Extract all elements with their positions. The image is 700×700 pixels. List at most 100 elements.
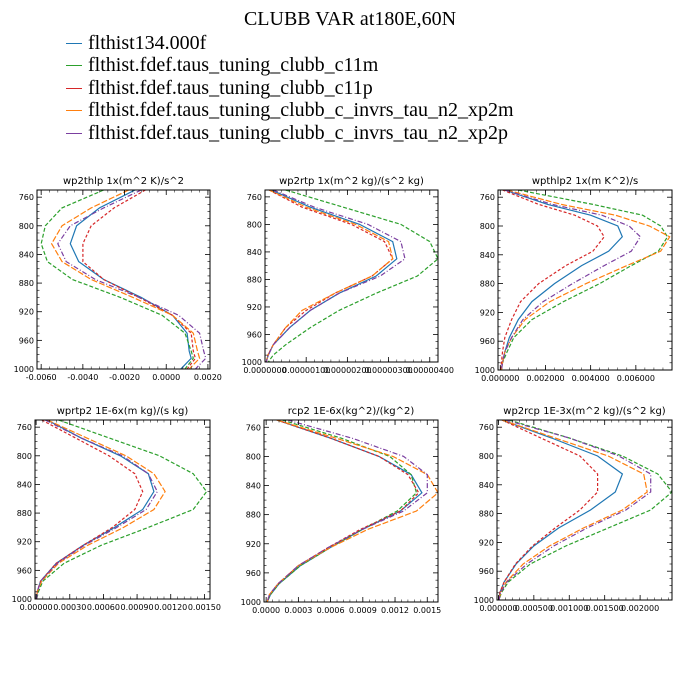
y-tick-label: 920 [479, 538, 494, 547]
y-tick-label: 880 [247, 275, 262, 284]
y-tick-label: 760 [480, 193, 495, 202]
series-line [265, 190, 406, 362]
y-tick-label: 760 [247, 193, 262, 202]
legend-item: flthist.fdef.taus_tuning_clubb_c11p [66, 77, 514, 100]
series-line [498, 420, 599, 600]
series-line [82, 190, 197, 369]
x-tick-label: 0.00000400 [406, 366, 454, 375]
y-tick-label: 1000 [241, 598, 261, 607]
panel-title: wp2thlp 1x(m^2 K)/s^2 [63, 176, 184, 187]
series-line [266, 420, 423, 602]
x-tick-label: 0.0006 [317, 606, 345, 615]
legend-line-swatch [66, 42, 82, 44]
x-tick-label: 0.00030 [53, 603, 86, 612]
x-tick-label: 0.002000 [526, 374, 564, 383]
legend-label: flthist134.000f [88, 31, 207, 54]
panel-title: wp2rcp 1E-3x(m^2 kg)/(s^2 kg) [503, 406, 666, 417]
y-tick-label: 840 [479, 481, 494, 490]
legend-label: flthist.fdef.taus_tuning_clubb_c_invrs_t… [88, 99, 514, 122]
plot-frame [264, 189, 439, 363]
panel: wp2thlp 1x(m^2 K)/s^2 760 800 840 880 920 960 1… [14, 176, 222, 382]
y-tick-label: 960 [247, 330, 262, 339]
y-tick-label: 1000 [475, 366, 495, 375]
y-tick-label: 880 [479, 510, 494, 519]
x-tick-label: 0.00000 [20, 603, 53, 612]
series-line [498, 420, 648, 600]
plot-frame [263, 419, 439, 603]
x-tick-label: 0.00090 [121, 603, 154, 612]
y-tick-label: 880 [19, 279, 34, 288]
x-tick-label: 0.00060 [87, 603, 120, 612]
legend-item: flthist.fdef.taus_tuning_clubb_c11m [66, 54, 514, 78]
y-tick-label: 840 [17, 480, 32, 489]
y-tick-label: 960 [246, 569, 261, 578]
y-tick-label: 920 [246, 540, 261, 549]
series-line [57, 190, 207, 369]
x-tick-label: 0.0020 [194, 373, 222, 382]
legend-line-swatch [66, 110, 82, 112]
plot-frame [36, 189, 211, 370]
y-tick-label: 800 [479, 452, 494, 461]
figure-title: CLUBB VAR at180E,60N [243, 8, 457, 30]
y-tick-label: 800 [19, 222, 34, 231]
x-tick-label: 0.000000 [481, 374, 519, 383]
y-tick-label: 880 [246, 511, 261, 520]
y-tick-label: 760 [19, 193, 34, 202]
x-tick-label: 0.00150 [188, 603, 221, 612]
y-tick-label: 840 [246, 482, 261, 491]
series-line [40, 190, 194, 369]
x-tick-label: 0.006000 [617, 374, 655, 383]
y-tick-label: 920 [17, 538, 32, 547]
y-tick-label: 920 [480, 308, 495, 317]
x-tick-label: 0.0015 [413, 606, 441, 615]
series-line [500, 190, 642, 370]
panel: rcp2 1E-6x(kg^2)/(kg^2) 760 800 840 880 920 96… [241, 406, 442, 615]
x-tick-label: 0.0000000 [243, 366, 286, 375]
x-tick-label: 0.00000300 [364, 366, 412, 375]
legend-line-swatch [66, 65, 82, 67]
panel: wp2rtp 1x(m^2 kg)/(s^2 kg) 760 800 840 880 92… [242, 176, 454, 375]
x-tick-label: 0.00120 [154, 603, 187, 612]
legend-item: flthist.fdef.taus_tuning_clubb_c_invrs_t… [66, 122, 514, 145]
plot-frame [497, 189, 673, 371]
y-tick-label: 1000 [242, 358, 262, 367]
series-line [500, 190, 671, 370]
x-tick-label: -0.0020 [109, 373, 140, 382]
series-line [36, 420, 208, 599]
legend-line-swatch [66, 87, 82, 89]
panel-title: wp2rtp 1x(m^2 kg)/(s^2 kg) [279, 176, 424, 187]
y-tick-label: 760 [246, 423, 261, 432]
y-tick-label: 1000 [474, 596, 494, 605]
series-line [267, 190, 438, 362]
legend-label: flthist.fdef.taus_tuning_clubb_c11m [88, 54, 379, 77]
x-tick-label: 0.0003 [284, 606, 312, 615]
x-tick-label: 0.0012 [381, 606, 409, 615]
y-tick-label: 840 [480, 251, 495, 260]
series-line [36, 420, 166, 599]
y-tick-label: 800 [480, 222, 495, 231]
y-tick-label: 800 [17, 452, 32, 461]
y-tick-label: 880 [17, 509, 32, 518]
series-line [266, 420, 428, 602]
x-tick-label: 0.000500 [515, 604, 553, 613]
y-tick-label: 760 [479, 423, 494, 432]
y-tick-label: 800 [247, 220, 262, 229]
x-tick-label: -0.0040 [67, 373, 98, 382]
series-line [36, 420, 158, 599]
panel: wprtp2 1E-6x(m kg)/(s kg) 760 800 840 880 920… [12, 406, 221, 612]
series-line [500, 190, 605, 370]
legend-label: flthist.fdef.taus_tuning_clubb_c_invrs_t… [88, 121, 508, 144]
series-line [69, 190, 192, 369]
y-tick-label: 840 [19, 250, 34, 259]
plot-frame [496, 419, 673, 601]
x-tick-label: 0.001500 [586, 604, 624, 613]
series-line [266, 420, 418, 602]
panel: wp2rcp 1E-3x(m^2 kg)/(s^2 kg) 760 800 840 88… [474, 406, 673, 613]
legend-label: flthist.fdef.taus_tuning_clubb_c11p [88, 76, 373, 99]
x-tick-label: 0.0009 [349, 606, 377, 615]
y-tick-label: 840 [247, 248, 262, 257]
panel-title: wpthlp2 1x(m K^2)/s [532, 176, 638, 187]
series-line [500, 190, 669, 370]
legend-line-swatch [66, 132, 82, 134]
